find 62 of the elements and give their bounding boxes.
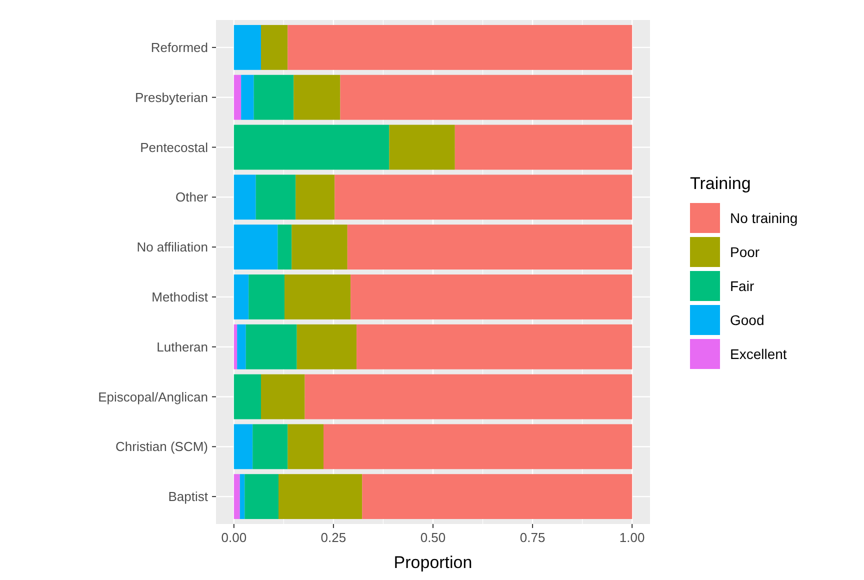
y-tick-label: Christian (SCM) — [116, 439, 208, 454]
x-tick-label: 0.25 — [320, 530, 346, 545]
legend-label: Good — [730, 312, 764, 328]
y-tick-label: Reformed — [150, 40, 208, 55]
bar — [292, 224, 348, 270]
bar — [234, 174, 256, 220]
y-tick-label: Lutheran — [156, 339, 208, 354]
bar — [234, 24, 261, 70]
y-tick-label: No affiliation — [136, 240, 208, 255]
y-tick-label: Episcopal/Anglican — [98, 389, 208, 404]
bar — [324, 424, 632, 470]
bar — [244, 474, 279, 520]
y-tick-label: Presbyterian — [135, 90, 208, 105]
legend-label: Excellent — [730, 346, 787, 362]
x-axis-title: Proportion — [394, 553, 472, 572]
bar — [296, 324, 357, 370]
bar — [241, 74, 254, 120]
bar — [234, 74, 242, 120]
y-tick-label: Pentecostal — [140, 140, 208, 155]
bar — [234, 324, 238, 370]
bar — [288, 24, 632, 70]
bar — [350, 274, 632, 320]
bar — [234, 124, 390, 170]
bar — [254, 74, 294, 120]
bar — [237, 324, 246, 370]
bar — [304, 374, 632, 420]
bar — [362, 474, 632, 520]
bar — [234, 274, 249, 320]
bar — [288, 424, 324, 470]
bar — [248, 274, 284, 320]
bar — [256, 174, 296, 220]
bar — [278, 224, 292, 270]
bar — [252, 424, 288, 470]
y-tick-label: Baptist — [168, 489, 208, 504]
y-tick-label: Other — [175, 190, 209, 205]
legend-title: Training — [690, 174, 751, 193]
legend-label: Fair — [730, 278, 754, 294]
bar — [240, 474, 245, 520]
bar — [347, 224, 632, 270]
x-tick-label: 0.50 — [420, 530, 446, 545]
bar — [260, 374, 305, 420]
bar — [278, 474, 362, 520]
bar — [454, 124, 632, 170]
bar — [284, 274, 351, 320]
x-tick-label: 0.00 — [221, 530, 247, 545]
legend-label: No training — [730, 210, 798, 226]
bar — [246, 324, 297, 370]
bar — [356, 324, 632, 370]
x-tick-label: 0.75 — [520, 530, 546, 545]
bar — [334, 174, 632, 220]
bar — [234, 474, 240, 520]
bar — [296, 174, 335, 220]
bar — [234, 374, 261, 420]
bar — [294, 74, 340, 120]
bar — [234, 424, 253, 470]
legend-label: Poor — [730, 244, 760, 260]
bar — [260, 24, 288, 70]
y-tick-label: Methodist — [152, 290, 208, 304]
x-tick-label: 1.00 — [619, 530, 645, 545]
bar — [234, 224, 278, 270]
bar — [389, 124, 455, 170]
bar — [340, 74, 632, 120]
